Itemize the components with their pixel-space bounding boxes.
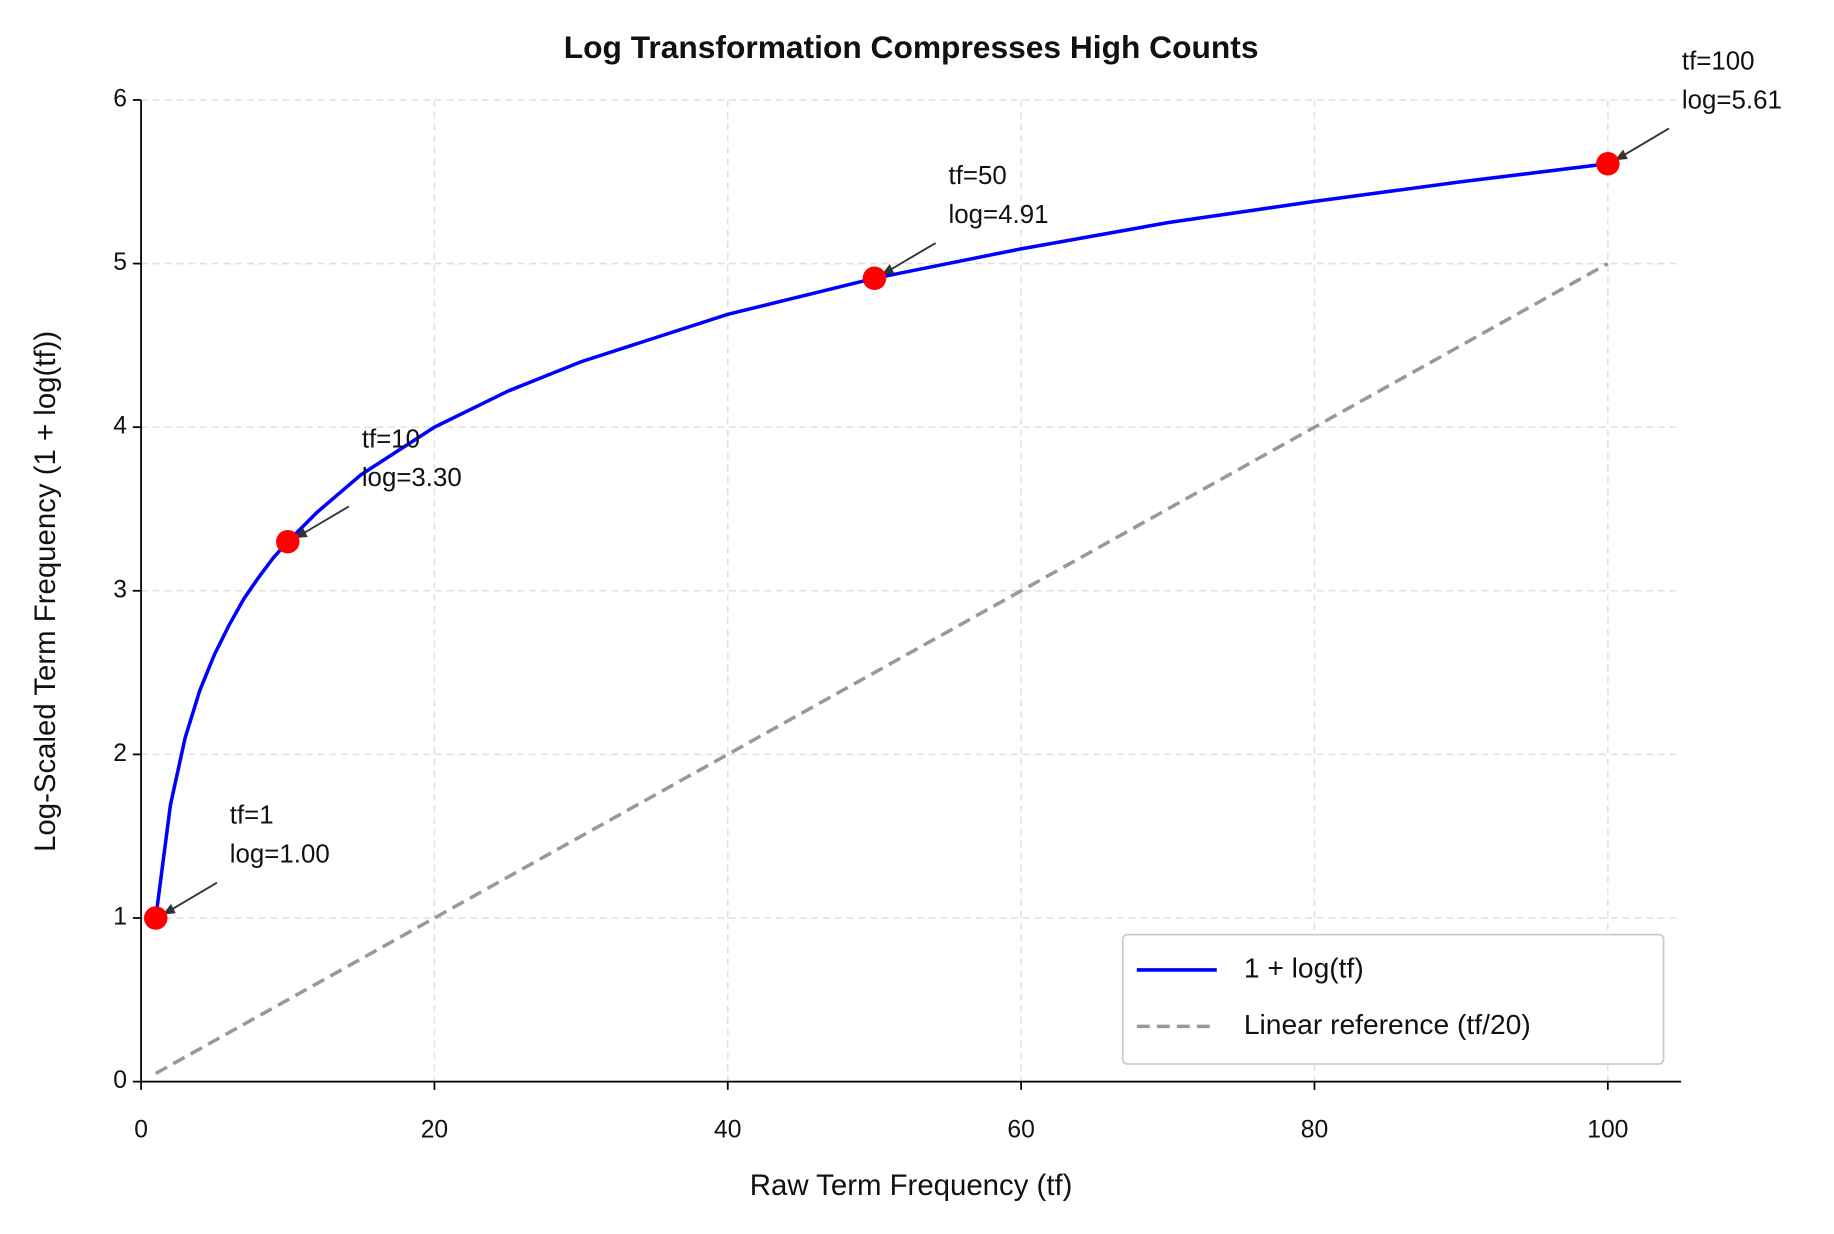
legend-label: 1 + log(tf) (1244, 951, 1364, 983)
x-tick-label: 100 (1587, 1117, 1628, 1144)
y-tick-label: 1 (113, 904, 127, 931)
x-tick-label: 0 (134, 1117, 148, 1144)
x-tick-label: 20 (421, 1117, 448, 1144)
x-tick-label: 80 (1301, 1117, 1328, 1144)
annotation-text: log=4.91 (949, 201, 1049, 229)
line (154, 262, 1609, 1075)
annotation-text: tf=10 (362, 425, 420, 453)
annotation-arrowhead (162, 903, 176, 915)
annotation-text: tf=100 (1682, 47, 1755, 75)
annotation-arrowhead (294, 527, 308, 539)
y-tick-label: 5 (113, 249, 127, 276)
annotation-arrowhead (1614, 149, 1628, 161)
point (143, 906, 168, 930)
annotation-arrowhead (881, 264, 895, 275)
y-tick-label: 6 (113, 85, 127, 112)
annotation-arrow (1616, 127, 1670, 160)
line (153, 162, 1609, 919)
legend-label: Linear reference (tf/20) (1244, 1008, 1531, 1040)
x-axis-label: Raw Term Frequency (tf) (750, 1169, 1073, 1202)
point (1596, 152, 1620, 176)
point (862, 266, 887, 291)
chart-title: Log Transformation Compresses High Count… (564, 29, 1259, 65)
y-tick-label: 4 (113, 413, 127, 440)
annotation-arrow (164, 881, 218, 915)
y-tick-label: 2 (113, 740, 127, 767)
point (275, 529, 300, 554)
annotation-text: tf=50 (949, 162, 1007, 190)
y-axis-label: Log-Scaled Term Frequency (1 + log(tf)) (29, 331, 62, 852)
annotation-arrow (883, 242, 937, 275)
y-tick-label: 0 (113, 1067, 127, 1094)
annotation-text: log=1.00 (230, 841, 330, 869)
annotation-arrow (296, 505, 350, 538)
annotation-text: log=5.61 (1682, 86, 1782, 114)
legend-box (1121, 933, 1665, 1065)
x-tick-label: 60 (1007, 1117, 1034, 1144)
x-tick-label: 40 (714, 1117, 741, 1144)
y-tick-label: 3 (113, 576, 127, 603)
annotation-text: tf=1 (230, 802, 274, 830)
annotation-text: log=3.30 (362, 464, 462, 492)
